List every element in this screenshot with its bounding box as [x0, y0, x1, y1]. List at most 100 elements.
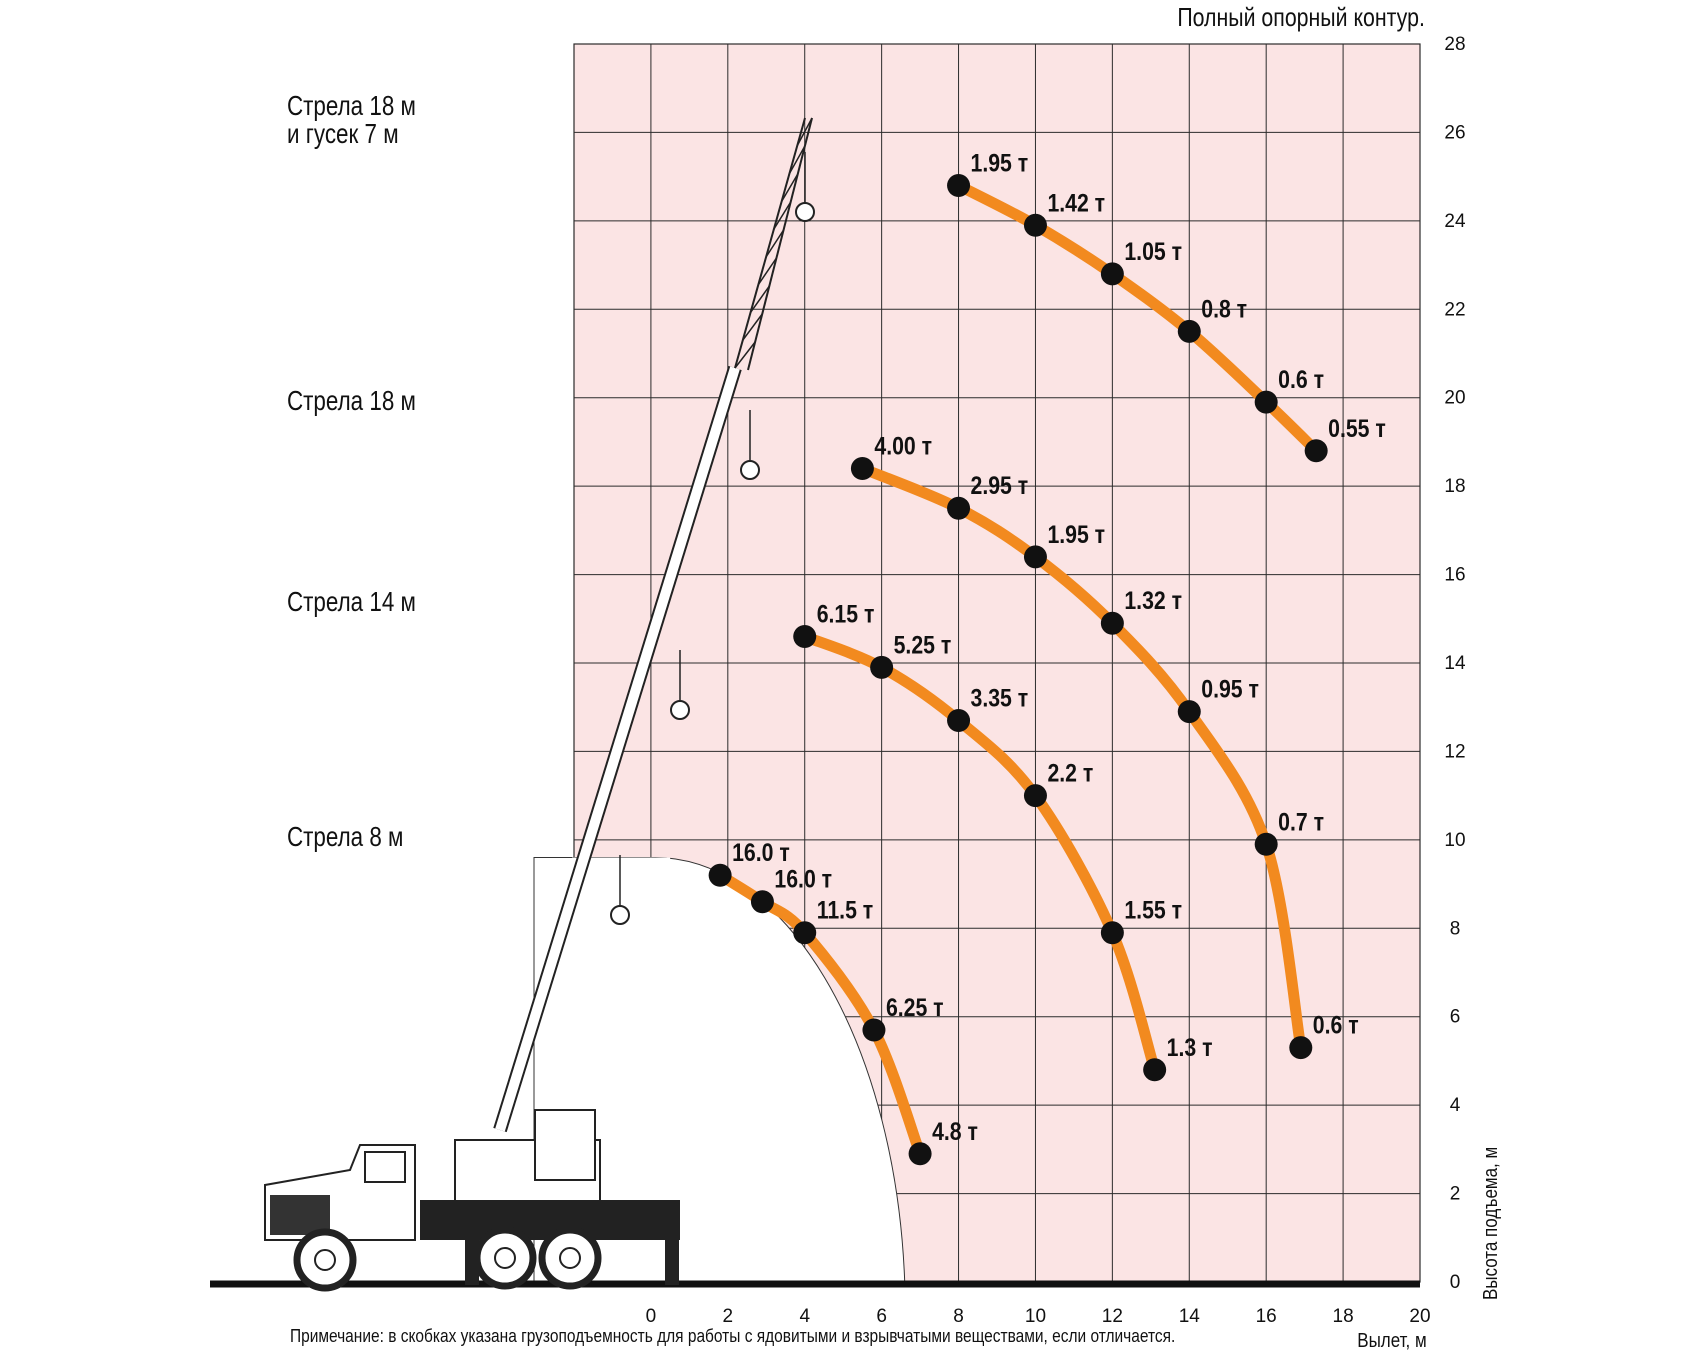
y-tick-label: 2	[1450, 1184, 1461, 1205]
load-label: 1.95 т	[971, 149, 1029, 177]
load-point	[1023, 213, 1047, 237]
load-point	[947, 173, 971, 197]
boom-label-line1: Стрела 18 м	[287, 90, 416, 121]
wheel-hub	[494, 1247, 516, 1269]
load-point	[1100, 262, 1124, 286]
boom-label-14m: Стрела 14 м	[287, 588, 416, 616]
load-point	[908, 1142, 932, 1166]
jib-lattice	[749, 285, 770, 313]
footnote: Примечание: в скобках указана грузоподъе…	[290, 1326, 1176, 1346]
load-label: 11.5 т	[817, 896, 873, 924]
jib-lattice	[796, 117, 813, 147]
wheel-hub	[559, 1247, 581, 1269]
boom-label-18m: Стрела 18 м	[287, 387, 416, 415]
load-label: 1.3 т	[1167, 1033, 1213, 1061]
boom-body	[495, 366, 740, 1132]
load-label: 4.8 т	[932, 1117, 978, 1145]
boom-label-18m-jib: Стрела 18 м и гусек 7 м	[287, 92, 416, 148]
outrigger	[665, 1205, 679, 1285]
load-label: 2.95 т	[971, 472, 1029, 500]
jib-lattice	[757, 257, 778, 286]
truck-grille	[270, 1195, 330, 1235]
load-point	[1304, 439, 1328, 463]
load-point	[947, 708, 971, 732]
load-label: 1.32 т	[1124, 587, 1182, 615]
y-tick-label: 26	[1444, 122, 1465, 143]
jib-lattice	[788, 145, 806, 174]
load-label: 16.0 т	[732, 839, 790, 867]
x-tick-label: 18	[1333, 1306, 1354, 1327]
hook-icon	[795, 202, 815, 222]
chassis	[420, 1200, 680, 1240]
load-point	[1254, 390, 1278, 414]
y-tick-label: 10	[1444, 830, 1465, 851]
chart-title: Полный опорный контур.	[1177, 2, 1425, 32]
jib-right	[747, 117, 813, 371]
load-label: 1.55 т	[1124, 896, 1182, 924]
x-tick-label: 4	[799, 1306, 810, 1327]
load-point	[947, 496, 971, 520]
y-tick-label: 6	[1450, 1007, 1461, 1028]
load-label: 0.95 т	[1201, 675, 1259, 703]
load-labels: 1.95 т1.42 т1.05 т0.8 т0.6 т0.55 т4.00 т…	[732, 149, 1386, 1145]
load-point	[1023, 784, 1047, 808]
y-tick-label: 22	[1444, 299, 1465, 320]
load-points	[708, 173, 1328, 1166]
boom-label-line1: Стрела 8 м	[287, 821, 404, 852]
cab-window	[364, 1151, 406, 1183]
jib-lattice	[734, 341, 756, 369]
x-tick-label: 20	[1409, 1306, 1430, 1327]
load-label: 6.25 т	[886, 993, 944, 1021]
load-label: 1.42 т	[1047, 189, 1105, 217]
y-tick-label: 12	[1444, 741, 1465, 762]
x-axis-title: Вылет, м	[1357, 1330, 1427, 1352]
y-tick-label: 0	[1450, 1272, 1461, 1293]
x-tick-label: 14	[1179, 1306, 1201, 1327]
load-point	[750, 890, 774, 914]
load-point	[1254, 832, 1278, 856]
load-label: 0.8 т	[1201, 295, 1247, 323]
load-label: 1.95 т	[1047, 520, 1105, 548]
load-point	[1143, 1058, 1167, 1082]
load-label: 0.6 т	[1313, 1011, 1359, 1039]
x-tick-label: 12	[1102, 1306, 1123, 1327]
x-tick-label: 2	[723, 1306, 734, 1327]
load-point	[1100, 921, 1124, 945]
x-tick-label: 16	[1256, 1306, 1277, 1327]
boom-label-line1: Стрела 14 м	[287, 586, 416, 617]
boom-label-line2: и гусек 7 м	[287, 118, 399, 149]
axis-ticks: 0 2 4 6 8 10 12 14 16 18 2002468101214161820222426…	[646, 34, 1466, 1327]
operator-cab	[534, 1109, 596, 1181]
load-label: 1.05 т	[1124, 237, 1182, 265]
load-point	[793, 624, 817, 648]
hook-icon	[670, 700, 690, 720]
load-point	[862, 1018, 886, 1042]
load-label: 3.35 т	[971, 684, 1029, 712]
load-label: 4.00 т	[874, 432, 932, 460]
x-tick-label: 0	[646, 1306, 657, 1327]
y-tick-label: 16	[1444, 565, 1465, 586]
x-tick-label: 10	[1025, 1306, 1046, 1327]
load-label: 6.15 т	[817, 600, 875, 628]
y-tick-label: 4	[1450, 1095, 1461, 1116]
hook-icon	[610, 905, 630, 925]
load-point	[793, 921, 817, 945]
wheel-hub	[314, 1249, 336, 1271]
x-tick-label: 6	[876, 1306, 887, 1327]
load-point	[1100, 611, 1124, 635]
y-tick-label: 20	[1444, 388, 1465, 409]
load-point	[850, 456, 874, 480]
jib-lattice	[781, 173, 799, 202]
jib-left	[734, 117, 806, 369]
load-point	[1177, 319, 1201, 343]
y-tick-label: 8	[1450, 918, 1461, 939]
load-label: 0.6 т	[1278, 366, 1324, 394]
load-label: 16.0 т	[774, 865, 832, 893]
outrigger	[465, 1205, 479, 1285]
boom-label-line1: Стрела 18 м	[287, 385, 416, 416]
load-label: 0.55 т	[1328, 414, 1386, 442]
x-tick-label: 8	[953, 1306, 964, 1327]
y-tick-label: 28	[1444, 34, 1465, 55]
load-point	[1177, 700, 1201, 724]
